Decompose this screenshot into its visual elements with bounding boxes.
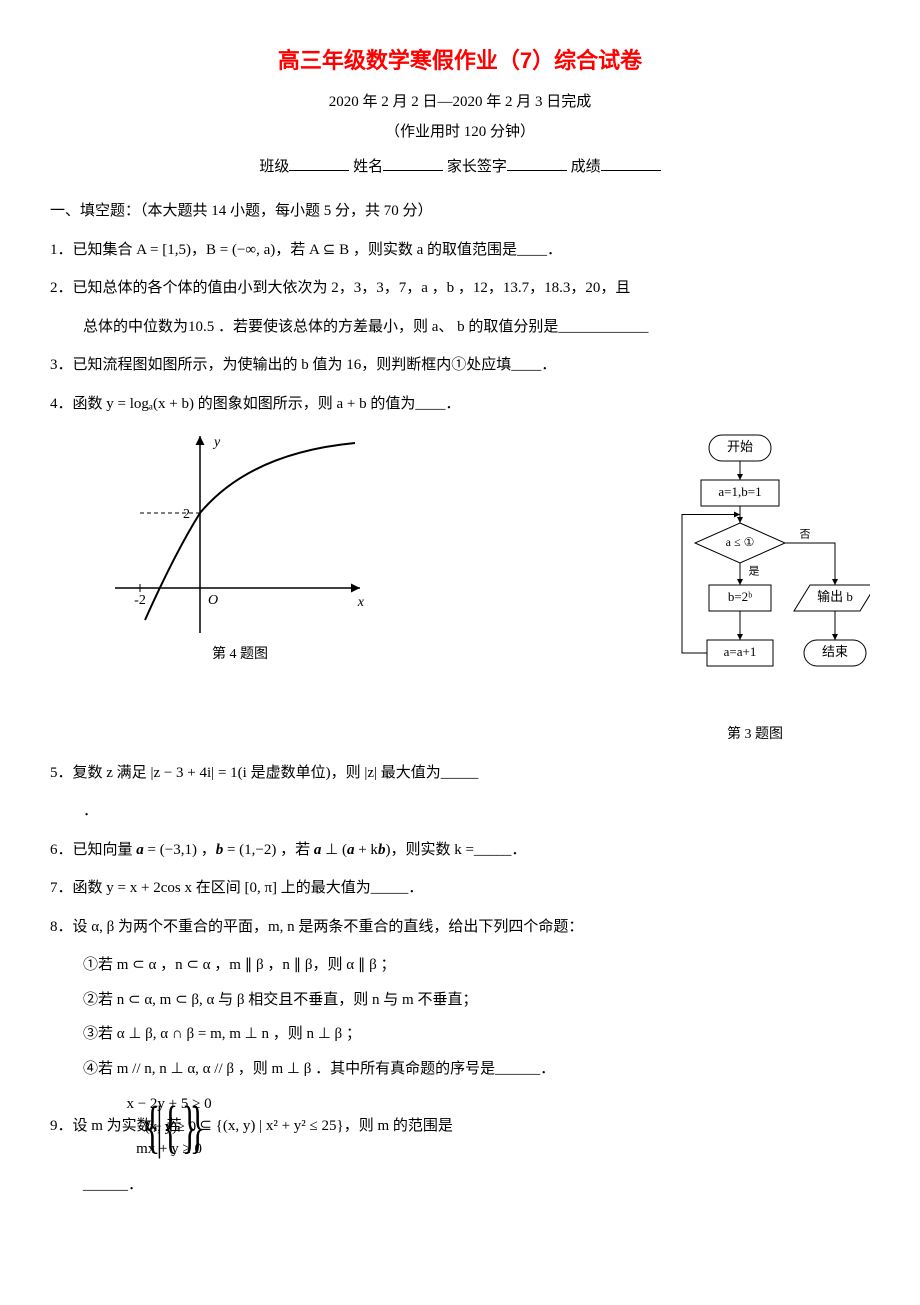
- question-8: 8．设 α, β 为两个不重合的平面，m, n 是两条不重合的直线，给出下列四个…: [50, 913, 870, 942]
- figure-row: Ox y 2 -2 第 4 题图 开始 a=1,b=1 a ≤ ① b=2ᵇ 输出 b a=a+…: [50, 428, 870, 749]
- q7-expr: y = x + 2cos x: [106, 880, 192, 896]
- form-line: 班级 姓名 家长签字 成绩: [50, 153, 870, 182]
- q7-num: 7．: [50, 880, 73, 896]
- q6-tail: ，则实数 k =_____．: [390, 842, 526, 858]
- q1-num: 1．: [50, 242, 73, 258]
- q8-p2: ②若 n ⊂ α, m ⊂ β, α 与 β 相交且不垂直，则 n 与 m 不垂…: [50, 986, 870, 1015]
- svg-text:输出 b: 输出 b: [817, 589, 853, 604]
- q7-pre: 函数: [73, 880, 107, 896]
- q4-post: 的图象如图所示，则 a + b 的值为____．: [194, 396, 460, 412]
- svg-text:2: 2: [183, 507, 190, 522]
- q9-system: { (x, y) | { x − 2y + 5 ≥ 0 3 − x ≥ 0 mx…: [185, 1093, 195, 1161]
- blank-class: [289, 155, 349, 171]
- label-parent: 家长签字: [447, 159, 507, 175]
- blank-parent: [507, 155, 567, 171]
- q4-expr: y = logₐ(x + b): [106, 396, 194, 412]
- q3-num: 3．: [50, 357, 73, 373]
- q5-tail: 最大值为_____: [377, 765, 478, 781]
- duration-line: （作业用时 120 分钟）: [50, 118, 870, 147]
- q6-pre: 已知向量: [73, 842, 137, 858]
- q5-expr2: |z|: [364, 765, 377, 781]
- svg-text:否: 否: [800, 529, 811, 541]
- question-2: 2．已知总体的各个体的值由小到大依次为 2，3，3，7，a ，b ，12，13.…: [50, 274, 870, 303]
- q6-cond: a ⊥ (a + kb): [314, 842, 391, 858]
- q7-tail: 上的最大值为_____．: [277, 880, 423, 896]
- question-2-line2: 总体的中位数为10.5 ．若要使该总体的方差最小，则 a、 b 的取值分别是__…: [50, 313, 870, 342]
- q4-pre: 函数: [73, 396, 107, 412]
- date-line: 2020 年 2 月 2 日—2020 年 2 月 3 日完成: [50, 88, 870, 117]
- svg-text:y: y: [212, 435, 221, 450]
- figure-q4-svg: Ox y 2 -2: [110, 428, 370, 638]
- q8-p4: ④若 m // n, n ⊥ α, α // β ，则 m ⊥ β ．其中所有真…: [50, 1055, 870, 1084]
- q5-num: 5．: [50, 765, 73, 781]
- svg-text:a=1,b=1: a=1,b=1: [718, 484, 761, 499]
- svg-text:a ≤ ①: a ≤ ①: [726, 535, 755, 549]
- q8-p1: ①若 m ⊂ α ，n ⊂ α ，m ∥ β ，n ∥ β，则 α ∥ β ；: [50, 951, 870, 980]
- question-4: 4．函数 y = logₐ(x + b) 的图象如图所示，则 a + b 的值为…: [50, 390, 870, 419]
- svg-text:开始: 开始: [727, 439, 753, 454]
- q1-pre: 已知集合: [73, 242, 137, 258]
- svg-text:a=a+1: a=a+1: [724, 644, 757, 659]
- blank-grade: [601, 155, 661, 171]
- q4-num: 4．: [50, 396, 73, 412]
- svg-text:b=2ᵇ: b=2ᵇ: [728, 589, 752, 604]
- q7-int: [0, π]: [244, 880, 277, 896]
- q1-m1: ，: [191, 242, 206, 258]
- svg-text:x: x: [357, 595, 365, 610]
- q9-sub: ⊆ {(x, y) | x² + y² ≤ 25}: [199, 1119, 343, 1135]
- blank-name: [383, 155, 443, 171]
- svg-text:O: O: [208, 593, 218, 608]
- q9-num: 9．: [50, 1119, 73, 1135]
- q6-b: b = (1,−2): [216, 842, 277, 858]
- q2-l1: 已知总体的各个体的值由小到大依次为 2，3，3，7，a ，b ，12，13.7，…: [73, 280, 631, 296]
- q6-m2: ，若: [276, 842, 314, 858]
- label-name: 姓名: [353, 159, 383, 175]
- q3-text: 已知流程图如图所示，为使输出的 b 值为 16，则判断框内①处应填____．: [73, 357, 557, 373]
- question-9: 9．设 m 为实数，若 { (x, y) | { x − 2y + 5 ≥ 0 …: [50, 1093, 870, 1161]
- question-6: 6．已知向量 a = (−3,1) ，b = (1,−2) ，若 a ⊥ (a …: [50, 836, 870, 865]
- q5-expr: |z − 3 + 4i| = 1: [150, 765, 237, 781]
- q5-pre: 复数 z 满足: [73, 765, 151, 781]
- question-7: 7．函数 y = x + 2cos x 在区间 [0, π] 上的最大值为___…: [50, 874, 870, 903]
- figure-q3-svg: 开始 a=1,b=1 a ≤ ① b=2ᵇ 输出 b a=a+1 结束 是 否: [640, 428, 870, 718]
- question-5-dot: ．: [50, 797, 870, 826]
- svg-text:结束: 结束: [822, 644, 848, 659]
- q6-num: 6．: [50, 842, 73, 858]
- svg-text:是: 是: [749, 565, 760, 578]
- figure-q3: 开始 a=1,b=1 a ≤ ① b=2ᵇ 输出 b a=a+1 结束 是 否 第 3 题图: [640, 428, 870, 749]
- question-1: 1．已知集合 A = [1,5)，B = (−∞, a)，若 A ⊆ B ，则实…: [50, 236, 870, 265]
- q7-mid: 在区间: [192, 880, 245, 896]
- q1-m2: ，若: [275, 242, 309, 258]
- q2-num: 2．: [50, 280, 73, 296]
- label-class: 班级: [259, 159, 289, 175]
- figure-q4: Ox y 2 -2 第 4 题图: [110, 428, 370, 669]
- q9-tail: ，则 m 的范围是: [344, 1119, 453, 1135]
- q1-A: A = [1,5): [136, 242, 191, 258]
- q8-num: 8．: [50, 919, 73, 935]
- q1-cond: A ⊆ B: [309, 242, 349, 258]
- section-heading: 一、填空题：（本大题共 14 小题，每小题 5 分，共 70 分）: [50, 197, 870, 226]
- svg-text:-2: -2: [134, 593, 146, 608]
- question-3: 3．已知流程图如图所示，为使输出的 b 值为 16，则判断框内①处应填____．: [50, 351, 870, 380]
- q6-a: a = (−3,1): [136, 842, 197, 858]
- q1-B: B = (−∞, a): [206, 242, 275, 258]
- label-grade: 成绩: [571, 159, 601, 175]
- q6-m1: ，: [197, 842, 216, 858]
- q8-intro: 设 α, β 为两个不重合的平面，m, n 是两条不重合的直线，给出下列四个命题…: [73, 919, 584, 935]
- q2-l2: 总体的中位数为10.5 ．若要使该总体的方差最小，则 a、 b 的取值分别是__…: [83, 319, 648, 335]
- q8-p3: ③若 α ⊥ β, α ∩ β = m, m ⊥ n ，则 n ⊥ β ；: [50, 1020, 870, 1049]
- q1-tail: ，则实数 a 的取值范围是____．: [349, 242, 562, 258]
- question-5: 5．复数 z 满足 |z − 3 + 4i| = 1(i 是虚数单位)，则 |z…: [50, 759, 870, 788]
- figure-q4-caption: 第 4 题图: [110, 642, 370, 669]
- q5-mid: (i 是虚数单位)，则: [238, 765, 365, 781]
- page-title: 高三年级数学寒假作业（7）综合试卷: [50, 40, 870, 82]
- figure-q3-caption: 第 3 题图: [640, 722, 870, 749]
- q9-tail2: ______．: [50, 1171, 870, 1200]
